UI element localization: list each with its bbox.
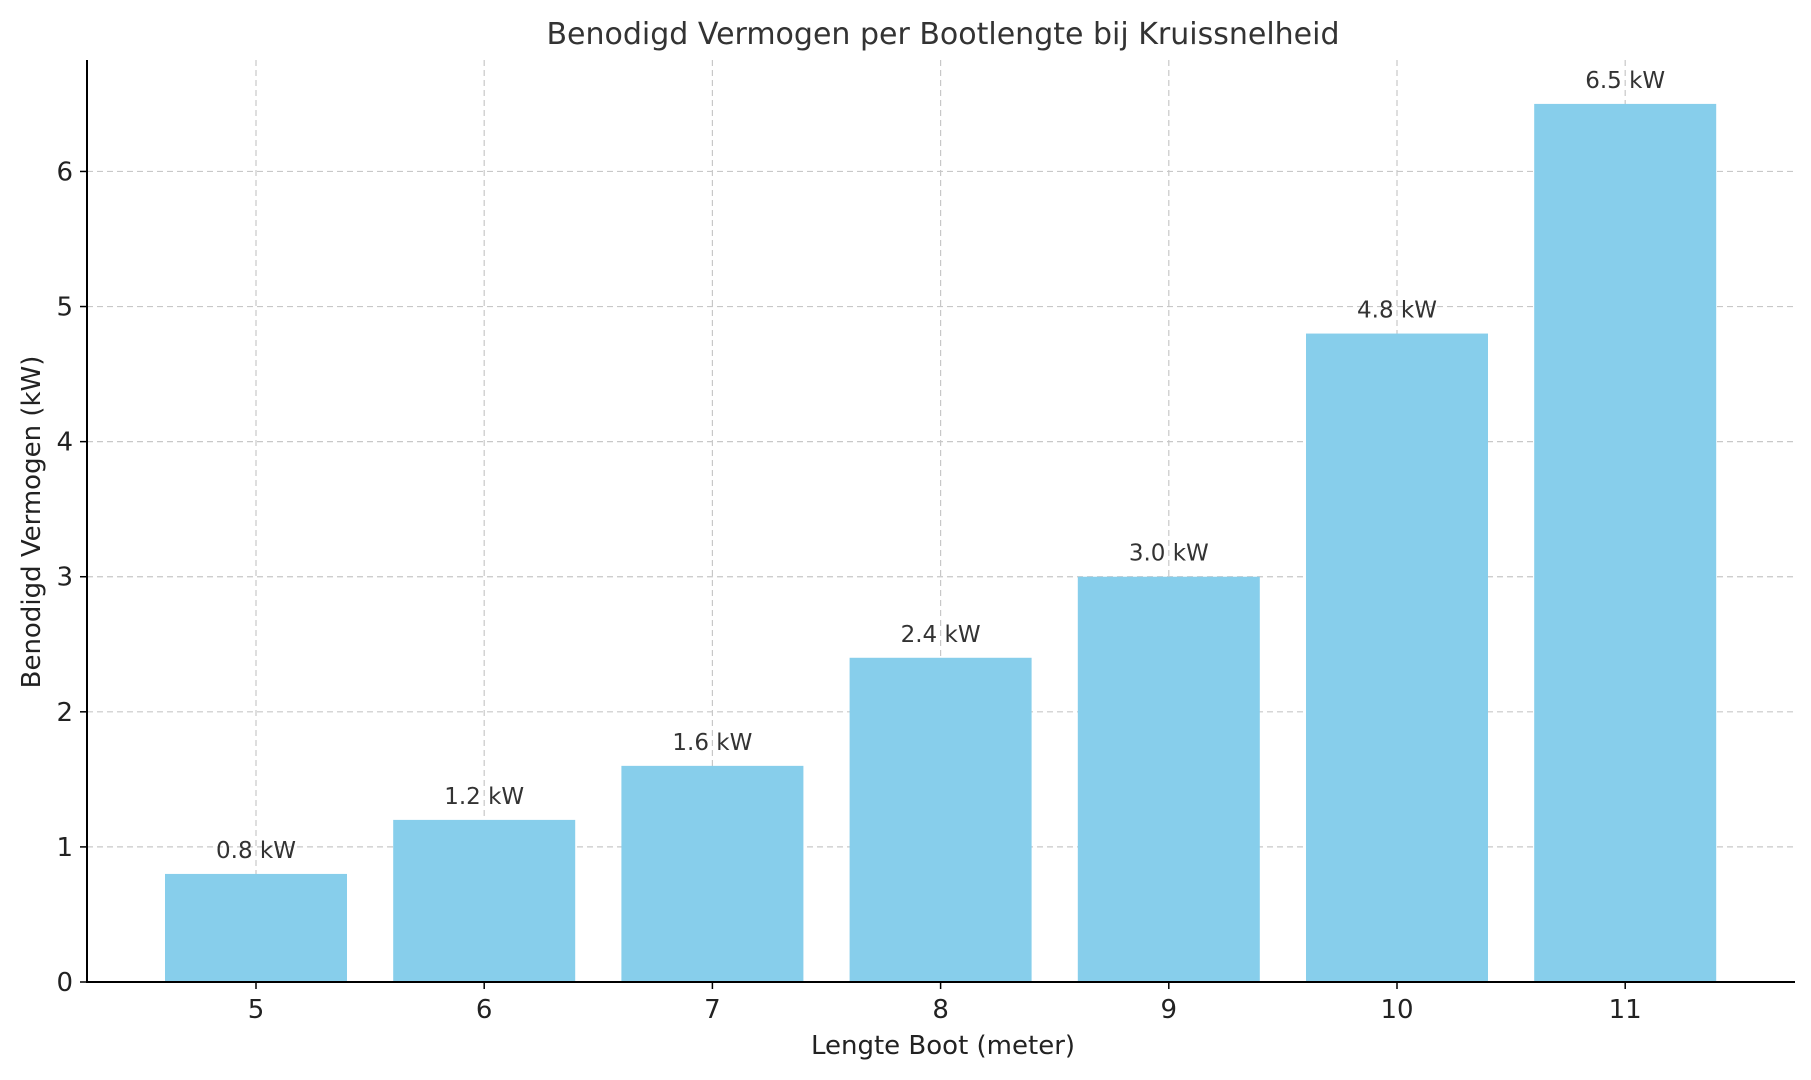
data-label-5: 0.8 kW	[216, 838, 296, 864]
bar-9	[1077, 576, 1260, 982]
data-label-10: 4.8 kW	[1357, 298, 1437, 324]
y-axis-label: Benodigd Vermogen (kW)	[17, 356, 47, 689]
y-tick-label: 0	[56, 968, 73, 998]
y-tick-label: 6	[56, 157, 73, 187]
bar-6	[393, 819, 576, 982]
y-tick-label: 3	[56, 563, 73, 593]
y-tick-label: 2	[56, 698, 73, 728]
x-tick-label: 11	[1609, 995, 1642, 1025]
data-label-8: 2.4 kW	[901, 622, 981, 648]
x-tick-label: 8	[932, 995, 949, 1025]
bars	[165, 103, 1717, 982]
x-tick-label: 10	[1380, 995, 1413, 1025]
bar-5	[165, 873, 347, 982]
data-label-7: 1.6 kW	[672, 730, 752, 756]
bar-11	[1534, 103, 1717, 982]
y-tick-label: 1	[56, 833, 73, 863]
x-tick-label: 5	[248, 995, 265, 1025]
y-tick-label: 4	[56, 428, 73, 458]
x-tick-label: 6	[476, 995, 493, 1025]
chart-title: Benodigd Vermogen per Bootlengte bij Kru…	[546, 17, 1339, 52]
data-label-11: 6.5 kW	[1585, 68, 1665, 94]
x-tick-label: 7	[704, 995, 721, 1025]
y-tick-label: 5	[56, 293, 73, 323]
axes: 0 1 2 3 4 5 6 5 6 7 8 9 10 11	[56, 60, 1795, 1025]
bar-8	[849, 657, 1032, 982]
data-label-9: 3.0 kW	[1129, 541, 1209, 567]
data-label-6: 1.2 kW	[444, 784, 524, 810]
bar-7	[621, 765, 804, 982]
x-tick-label: 9	[1161, 995, 1178, 1025]
data-labels: 0.8 kW 1.2 kW 1.6 kW 2.4 kW 3.0 kW 4.8 kW 6.5 …	[216, 68, 1665, 864]
x-axis-label: Lengte Boot (meter)	[811, 1031, 1075, 1061]
bar-10	[1306, 333, 1488, 982]
